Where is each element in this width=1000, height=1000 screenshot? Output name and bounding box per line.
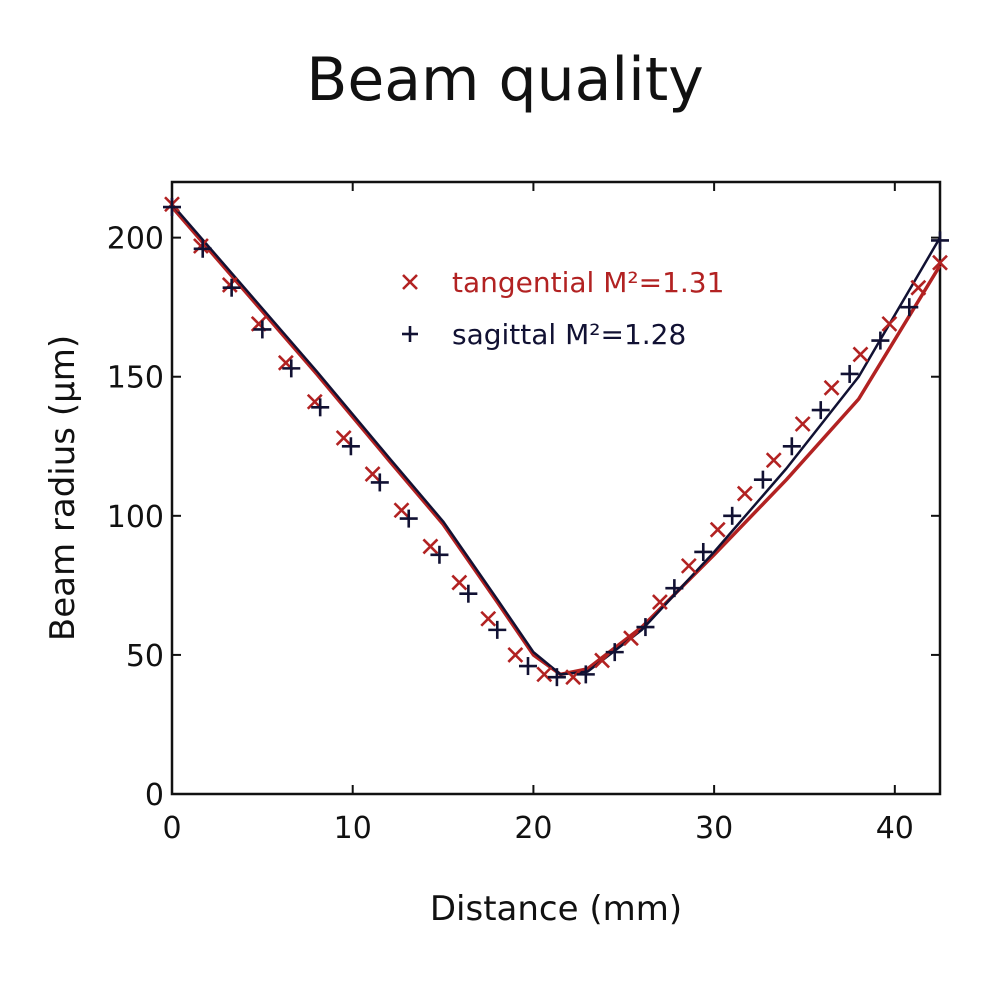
sagittal-point xyxy=(222,278,241,297)
legend-label-sagittal: sagittal M²=1.28 xyxy=(452,318,686,351)
sagittal-point xyxy=(576,665,595,684)
sagittal-point xyxy=(459,584,478,603)
sagittal-point xyxy=(665,579,684,598)
tangential-point xyxy=(932,254,948,271)
sagittal-point xyxy=(488,620,507,639)
axis-ticks: 0 10 20 30 40 0 50 100 150 200 xyxy=(107,182,940,846)
legend-marker-sagittal xyxy=(402,326,418,342)
sagittal-point xyxy=(840,364,859,383)
sagittal-point xyxy=(753,470,772,489)
tangential-point xyxy=(221,277,238,293)
sagittal-point xyxy=(723,506,742,525)
tangential-point xyxy=(765,452,782,469)
sagittal-point xyxy=(282,359,301,378)
x-tick-label: 30 xyxy=(695,811,733,846)
y-tick-label: 0 xyxy=(145,778,164,813)
fit-line-sagittal xyxy=(171,203,942,676)
sagittal-point xyxy=(811,401,830,420)
sagittal-point xyxy=(311,398,330,417)
sagittal-point xyxy=(900,298,919,317)
tangential-point xyxy=(192,238,209,254)
x-tick-label: 20 xyxy=(514,811,552,846)
sagittal-point xyxy=(399,509,418,528)
sagittal-point xyxy=(163,198,181,217)
tangential-point xyxy=(451,574,468,591)
plot-frame xyxy=(170,180,942,796)
tangential-point xyxy=(480,610,497,627)
sagittal-point xyxy=(694,542,713,561)
y-axis-label: Beam radius (μm) xyxy=(43,335,83,641)
tangential-point xyxy=(623,630,639,647)
sagittal-point xyxy=(547,668,566,687)
tangential-point xyxy=(794,416,811,432)
sagittal-point xyxy=(341,437,360,456)
data-markers xyxy=(163,196,949,687)
tangential-point xyxy=(651,594,668,610)
sagittal-point xyxy=(370,473,389,492)
x-tick-label: 0 xyxy=(162,811,181,846)
sagittal-point xyxy=(518,657,537,676)
y-tick-label: 200 xyxy=(107,222,164,257)
x-axis-label: Distance (mm) xyxy=(430,889,682,929)
sagittal-point xyxy=(871,331,890,350)
tangential-point xyxy=(393,502,410,519)
y-tick-label: 50 xyxy=(126,639,164,674)
sagittal-point xyxy=(931,231,949,250)
x-tick-label: 40 xyxy=(876,811,914,846)
tangential-point xyxy=(823,379,840,396)
tangential-point xyxy=(422,538,439,555)
legend: tangential M²=1.31 sagittal M²=1.28 xyxy=(402,266,724,351)
tangential-point xyxy=(565,669,582,686)
y-tick-label: 150 xyxy=(107,361,164,396)
tangential-point xyxy=(910,279,927,296)
fit-lines xyxy=(170,203,942,677)
tangential-point xyxy=(536,666,553,683)
legend-label-tangential: tangential M²=1.31 xyxy=(452,266,724,299)
tangential-point xyxy=(594,652,610,669)
sagittal-point xyxy=(253,320,272,339)
sagittal-point xyxy=(193,239,212,258)
tangential-point xyxy=(709,521,726,538)
sagittal-point xyxy=(605,643,624,662)
tangential-point xyxy=(335,430,352,446)
legend-marker-tangential xyxy=(402,274,418,290)
tangential-point xyxy=(680,557,697,574)
sagittal-point xyxy=(782,437,801,456)
x-tick-label: 10 xyxy=(334,811,372,846)
tangential-point xyxy=(364,466,381,483)
chart-title: Beam quality xyxy=(306,45,704,115)
tangential-point xyxy=(852,346,869,363)
sagittal-point xyxy=(430,545,449,564)
tangential-point xyxy=(881,315,898,332)
tangential-point xyxy=(507,646,524,663)
sagittal-point xyxy=(636,618,655,637)
tangential-point xyxy=(736,485,753,502)
y-tick-label: 100 xyxy=(107,500,164,535)
